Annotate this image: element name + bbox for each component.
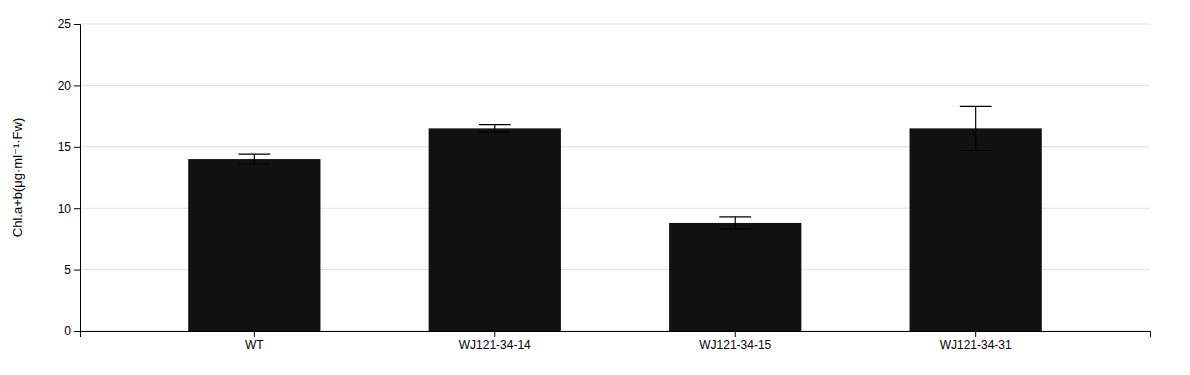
chart-svg: 0 5 10 15 20 25 WT WJ121-34-14 WJ121-34-15 WJ121-… xyxy=(0,0,1190,375)
error-bar xyxy=(238,154,270,164)
y-tick-mark xyxy=(74,208,80,209)
y-tick: 20 xyxy=(58,79,80,93)
x-tick: WT xyxy=(245,331,264,352)
grid-line xyxy=(80,24,1150,25)
y-tick-label: 25 xyxy=(58,17,72,31)
chart-container: 0 5 10 15 20 25 WT WJ121-34-14 WJ121-34-15 WJ121-… xyxy=(0,0,1190,375)
x-tick-mark xyxy=(735,331,736,337)
y-tick-mark xyxy=(74,24,80,25)
y-tick-label: 5 xyxy=(64,263,71,277)
bar xyxy=(669,223,801,331)
y-axis: 0 5 10 15 20 25 xyxy=(58,17,81,338)
bar xyxy=(188,159,320,331)
y-tick-label: 15 xyxy=(58,140,72,154)
y-axis-line xyxy=(74,25,81,332)
y-tick: 10 xyxy=(58,202,80,216)
y-tick-label: 0 xyxy=(64,324,71,338)
x-tick: WJ121-34-14 xyxy=(459,331,531,352)
error-bar xyxy=(719,217,751,229)
grid-line xyxy=(80,85,1150,86)
plot-area: 0 5 10 15 20 25 WT WJ121-34-14 WJ121-34-15 WJ121-… xyxy=(58,17,1151,351)
y-tick-mark xyxy=(74,85,80,86)
y-tick: 15 xyxy=(58,140,80,154)
y-tick-mark xyxy=(74,147,80,148)
error-bar xyxy=(960,106,992,150)
marks xyxy=(188,106,1042,331)
y-tick-label: 10 xyxy=(58,202,72,216)
y-tick: 25 xyxy=(58,17,80,31)
y-tick: 0 xyxy=(64,324,80,338)
x-tick-mark xyxy=(975,331,976,337)
y-axis-title: Chl.a+b(μg·ml⁻¹·Fw) xyxy=(10,118,25,237)
bar xyxy=(429,128,561,331)
y-tick-label: 20 xyxy=(58,79,72,93)
x-tick-label: WJ121-34-14 xyxy=(459,338,531,352)
y-tick: 5 xyxy=(64,263,80,277)
bar xyxy=(910,128,1042,331)
y-tick-mark xyxy=(74,331,80,332)
x-tick-mark xyxy=(254,331,255,337)
x-tick-mark xyxy=(494,331,495,337)
y-tick-mark xyxy=(74,270,80,271)
x-axis: WT WJ121-34-14 WJ121-34-15 WJ121-34-31 xyxy=(81,331,1151,352)
error-bar xyxy=(479,125,511,132)
grid xyxy=(80,24,1150,331)
x-tick: WJ121-34-31 xyxy=(940,331,1012,352)
x-tick-label: WJ121-34-31 xyxy=(940,338,1012,352)
x-tick-label: WT xyxy=(245,338,264,352)
x-tick-label: WJ121-34-15 xyxy=(699,338,771,352)
x-tick: WJ121-34-15 xyxy=(699,331,771,352)
x-axis-line xyxy=(81,332,1151,338)
